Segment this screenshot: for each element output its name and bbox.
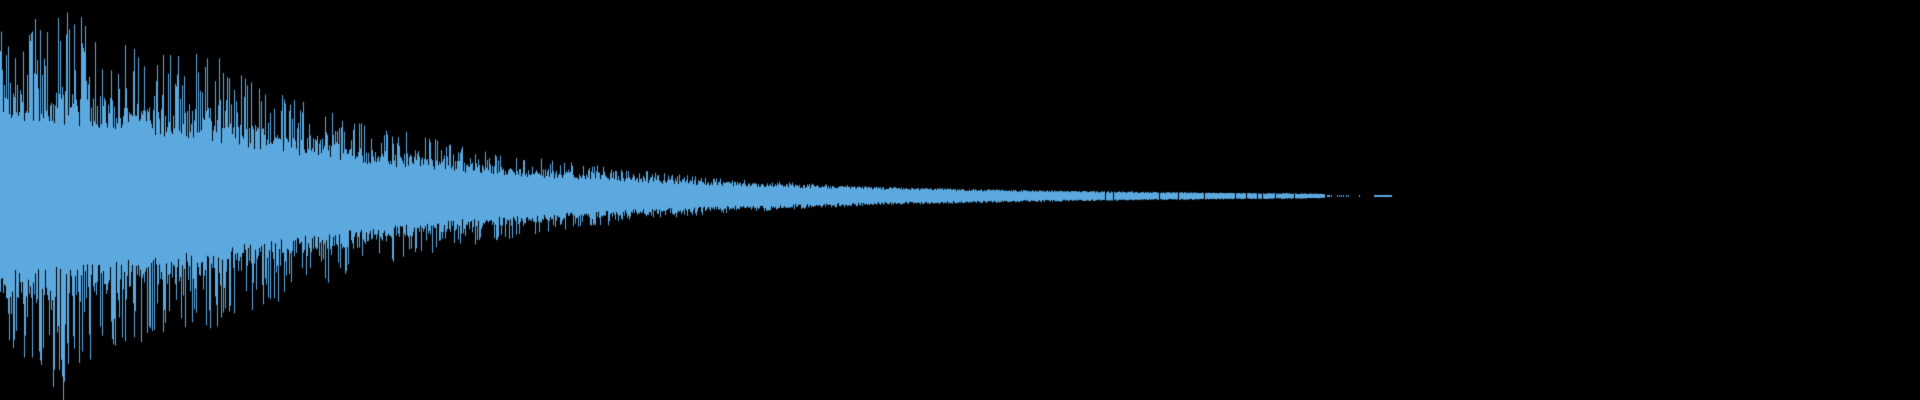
audio-waveform-canvas[interactable] — [0, 0, 1920, 400]
waveform-viewer[interactable] — [0, 0, 1920, 400]
